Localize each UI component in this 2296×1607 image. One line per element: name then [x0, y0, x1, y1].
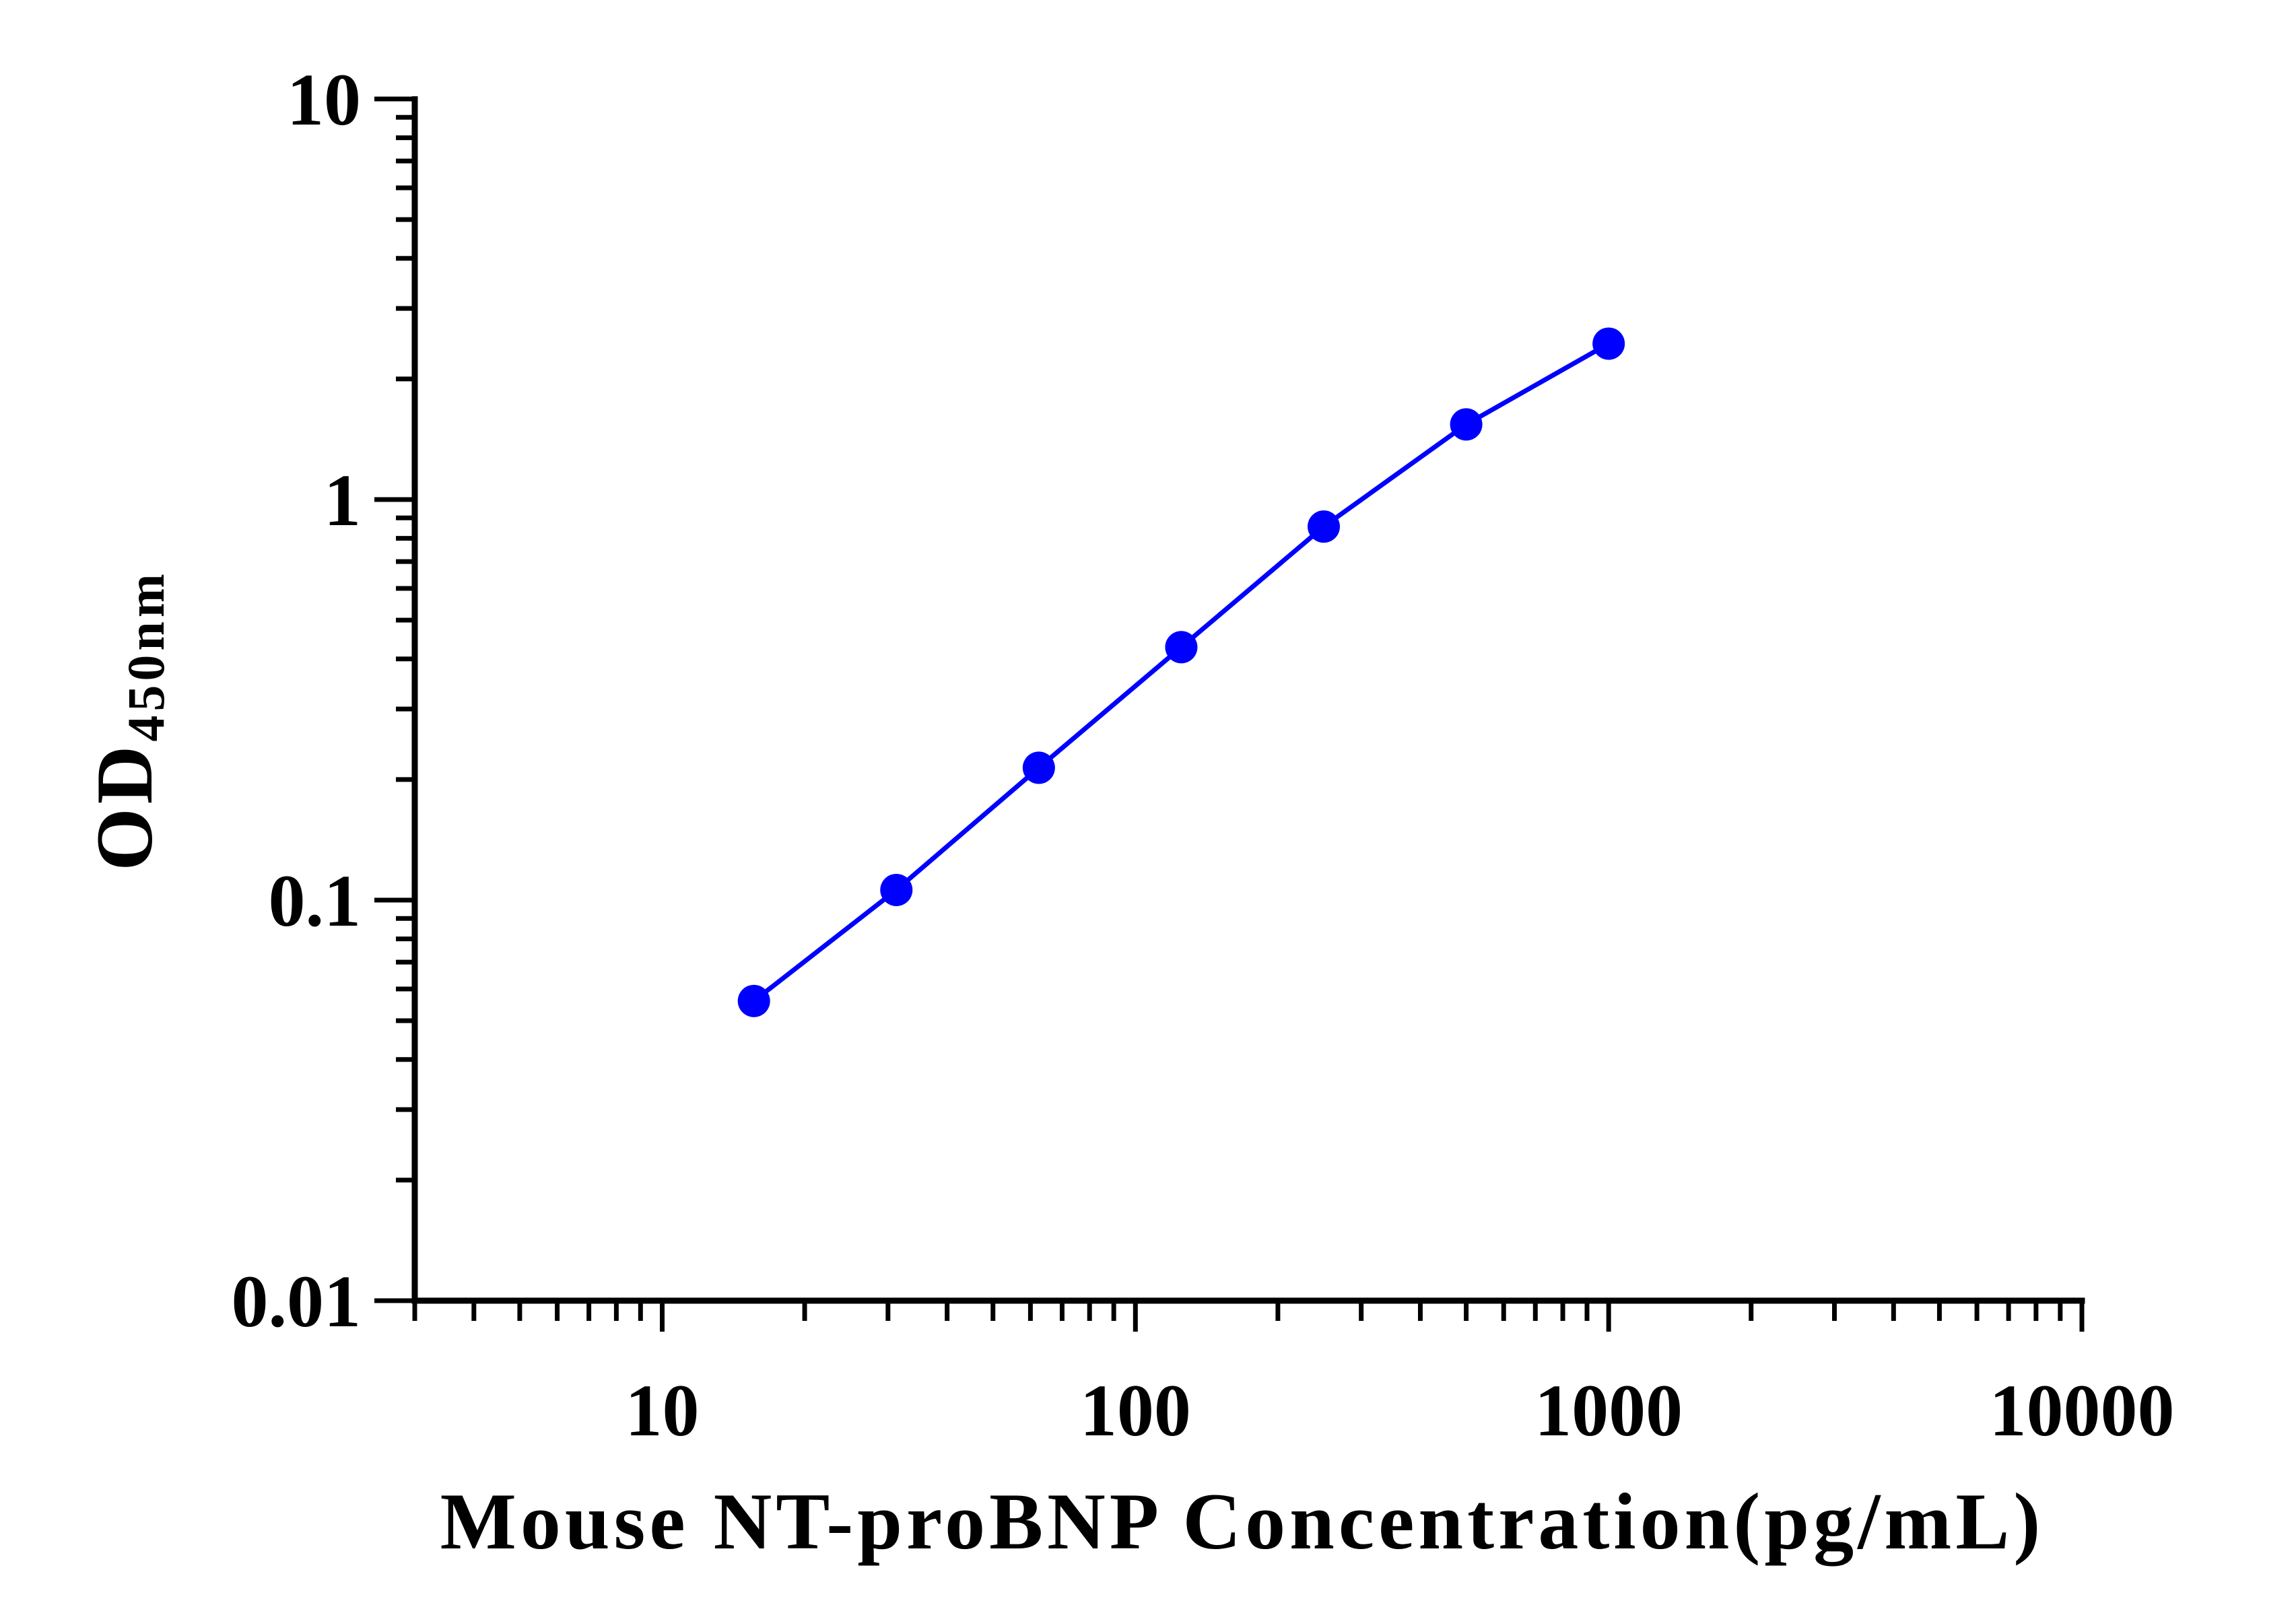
y-axis-title: OD450nm [79, 570, 175, 870]
data-point [1308, 510, 1341, 543]
y-axis-title-subscript: 450nm [116, 570, 175, 741]
x-tick-label: 100 [1080, 1369, 1191, 1451]
y-axis-title-main: OD [79, 742, 169, 871]
x-tick-label: 10000 [1990, 1369, 2175, 1451]
data-point [1022, 751, 1055, 784]
y-tick-label: 0.01 [232, 1260, 362, 1342]
x-axis-title: Mouse NT-proBNP Concentration(pg/mL) [440, 1476, 2045, 1567]
data-point [1165, 631, 1198, 664]
data-point [1592, 327, 1625, 360]
x-tick-label: 1000 [1534, 1369, 1683, 1451]
series-line [752, 341, 1610, 1003]
series [737, 327, 1625, 1017]
data-point [737, 984, 770, 1017]
tick-labels: 10 100 1000 10000 0.01 0.1 1 10 [232, 59, 2175, 1451]
data-point [1450, 408, 1483, 441]
x-tick-label: 10 [625, 1369, 699, 1451]
axes [411, 96, 2085, 1304]
data-point [880, 873, 913, 906]
y-tick-label: 10 [287, 59, 361, 141]
y-tick-label: 1 [324, 459, 361, 541]
ticks [374, 96, 2085, 1332]
y-tick-label: 0.1 [269, 860, 362, 942]
